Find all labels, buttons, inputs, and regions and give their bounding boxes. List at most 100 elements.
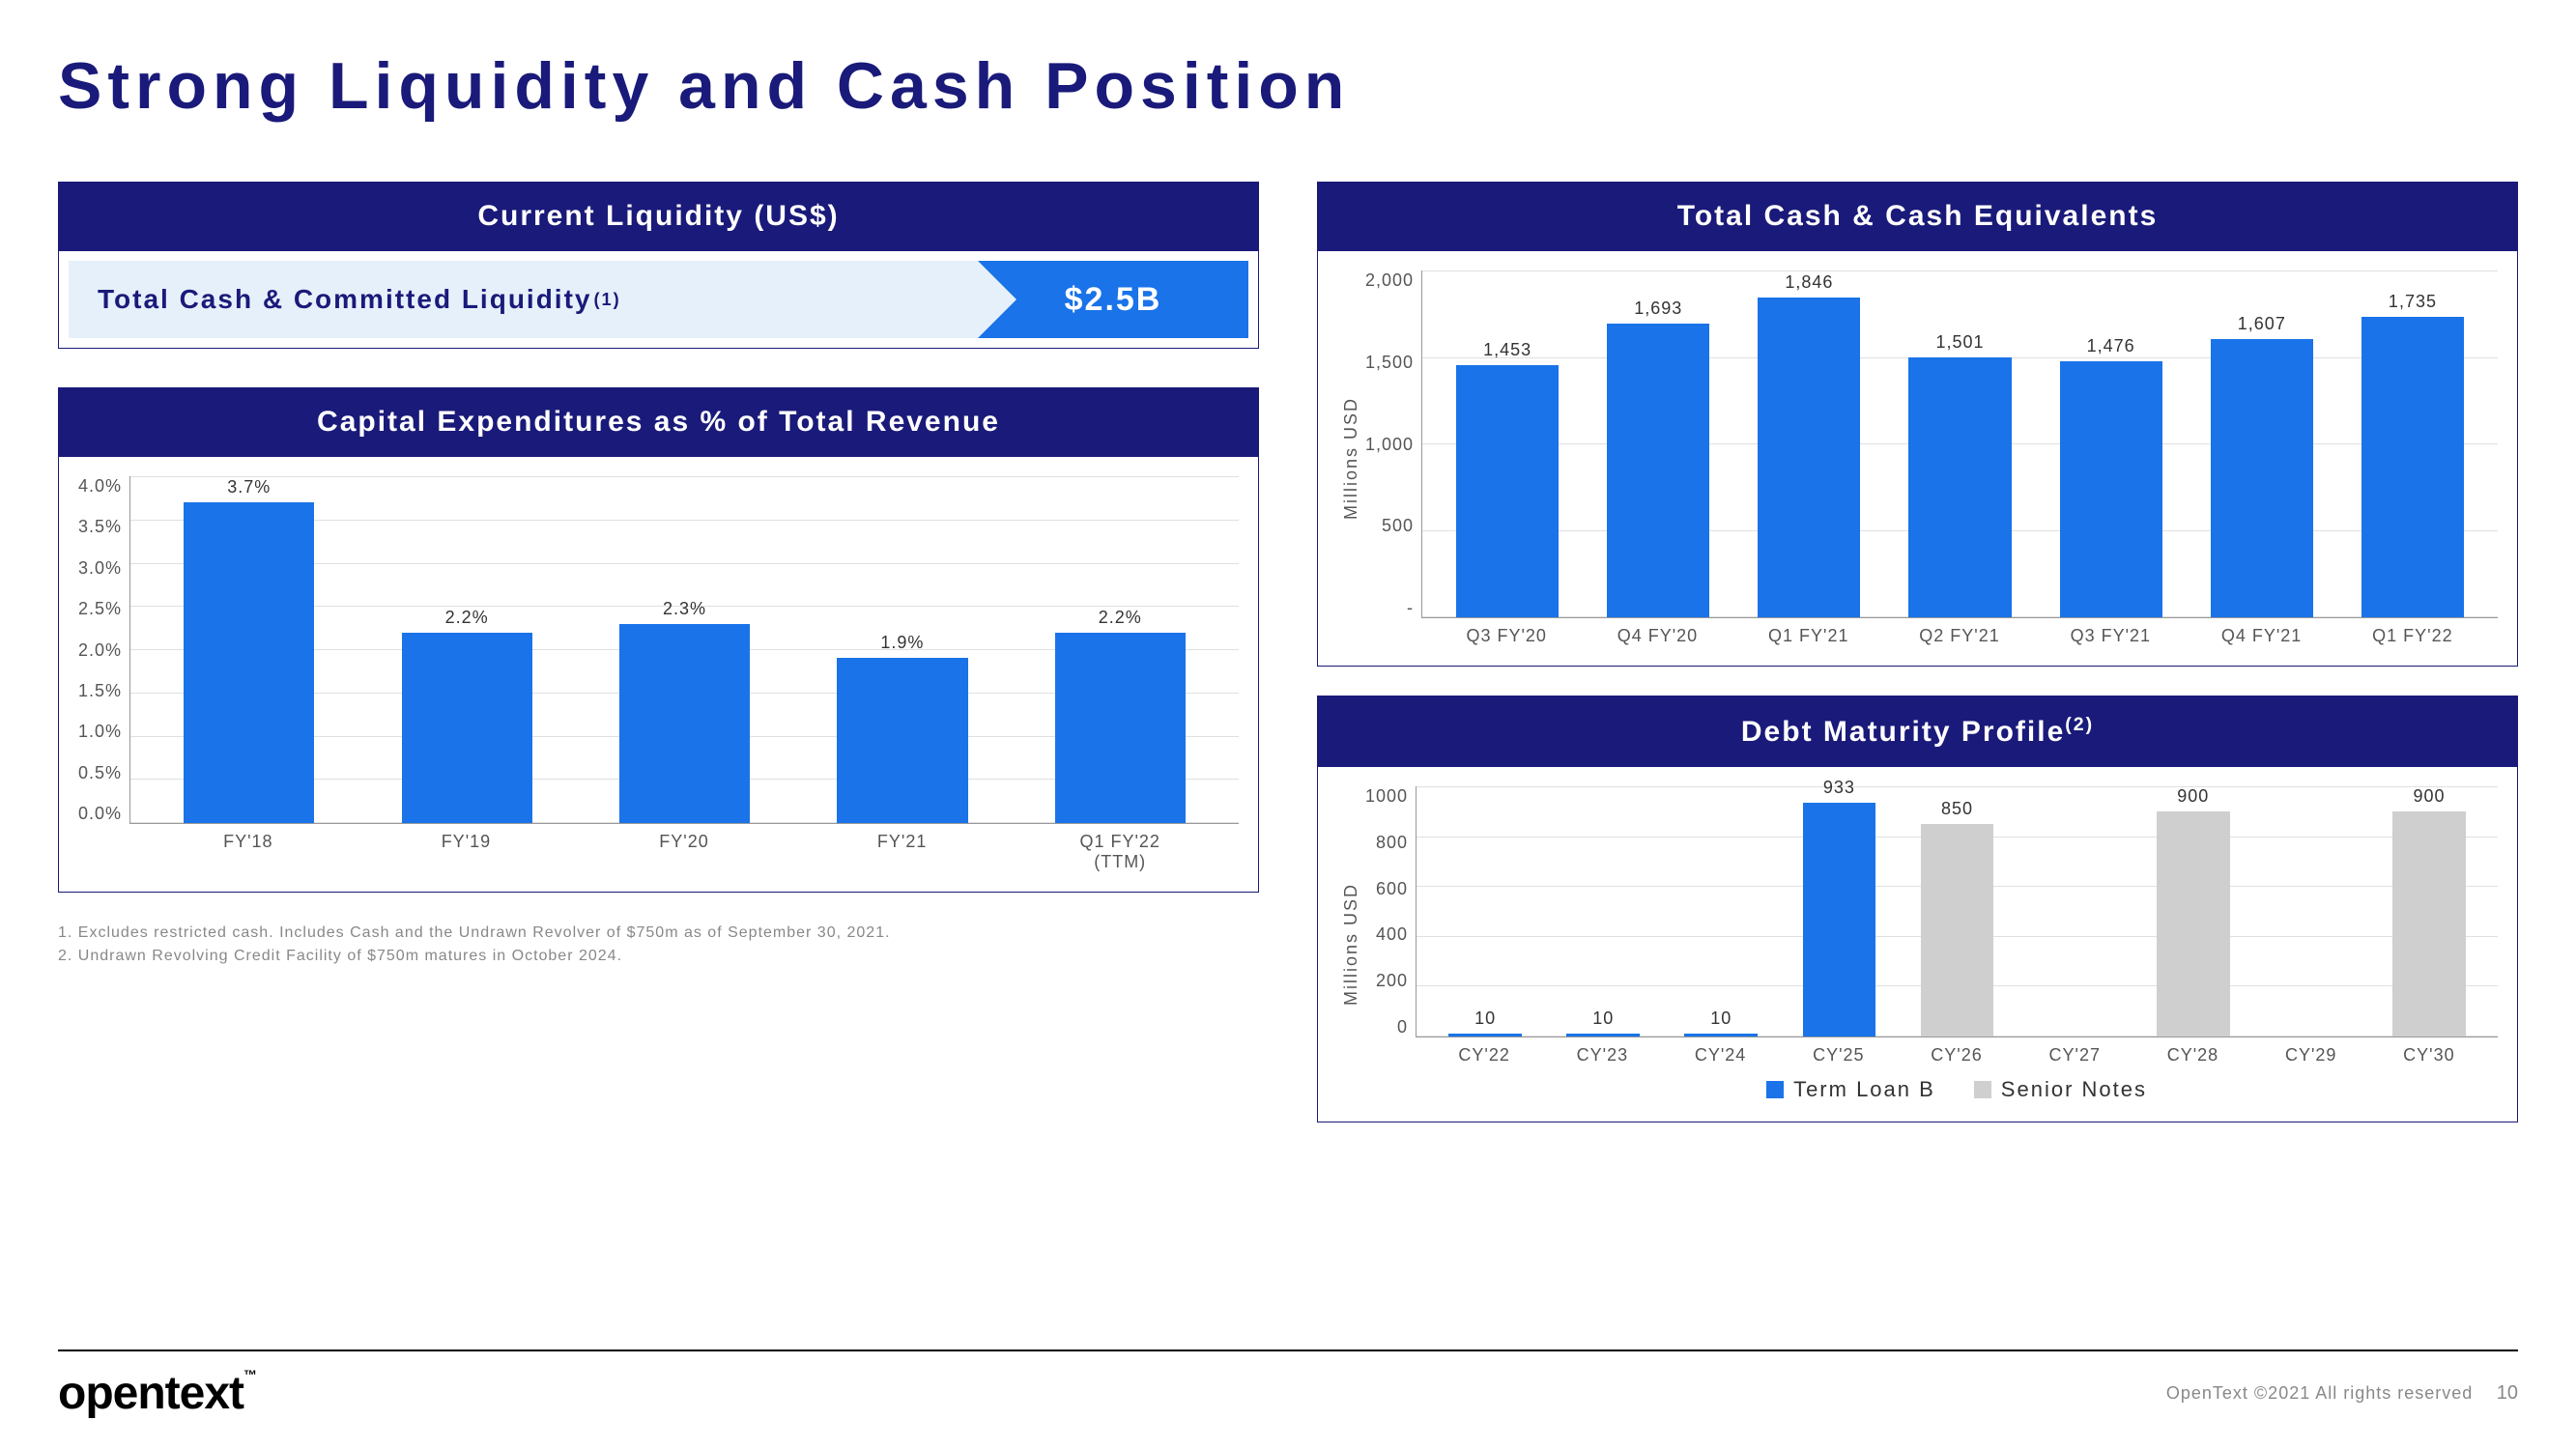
xtick-label: Q4 FY'21 bbox=[2186, 626, 2336, 646]
bar: 1,846 bbox=[1758, 298, 1860, 617]
cash-plot: 1,4531,6931,8461,5011,4761,6071,735 bbox=[1421, 270, 2498, 618]
bar-group: 1,476 bbox=[2036, 270, 2187, 617]
capex-yticks: 4.0%3.5%3.0%2.5%2.0%1.5%1.0%0.5%0.0% bbox=[78, 476, 129, 824]
debt-legend: Term Loan BSenior Notes bbox=[1416, 1077, 2498, 1102]
bar-group: 10 bbox=[1662, 786, 1780, 1037]
xtick-label: Q3 FY'20 bbox=[1431, 626, 1582, 646]
bar-group: 1,607 bbox=[2187, 270, 2337, 617]
bar: 10 bbox=[1684, 1034, 1758, 1037]
bar: 2.2% bbox=[402, 633, 532, 823]
xtick-label: Q4 FY'20 bbox=[1582, 626, 1732, 646]
bar: 1.9% bbox=[837, 658, 967, 823]
bar-value-label: 1,846 bbox=[1785, 272, 1833, 293]
debt-yticks: 10008006004002000 bbox=[1365, 786, 1416, 1037]
bar: 1,735 bbox=[2361, 317, 2464, 617]
cash-yticks: 2,0001,5001,000500- bbox=[1365, 270, 1421, 618]
bar-group: 1,846 bbox=[1733, 270, 1884, 617]
bar-group: 1.9% bbox=[793, 476, 1011, 823]
ytick-label: 3.5% bbox=[78, 517, 122, 537]
legend-label: Senior Notes bbox=[2001, 1077, 2147, 1102]
capex-header: Capital Expenditures as % of Total Reven… bbox=[58, 387, 1259, 457]
debt-header-text: Debt Maturity Profile bbox=[1741, 716, 2065, 748]
ytick-label: 400 bbox=[1365, 924, 1408, 945]
xtick-label: CY'23 bbox=[1543, 1045, 1661, 1065]
page-number: 10 bbox=[2497, 1382, 2518, 1404]
ytick-label: 200 bbox=[1365, 971, 1408, 991]
cash-body: Millions USD 2,0001,5001,000500- 1,4531,… bbox=[1317, 251, 2518, 667]
bar-group: 933 bbox=[1780, 786, 1898, 1037]
debt-xticks: CY'22CY'23CY'24CY'25CY'26CY'27CY'28CY'29… bbox=[1416, 1037, 2498, 1065]
ytick-label: 600 bbox=[1365, 879, 1408, 899]
bar-value-label: 2.3% bbox=[663, 599, 706, 619]
bar-group: 2.2% bbox=[1012, 476, 1229, 823]
bar-value-label: 850 bbox=[1941, 799, 1973, 819]
ytick-label: 0.0% bbox=[78, 804, 122, 824]
cash-bars: 1,4531,6931,8461,5011,4761,6071,735 bbox=[1422, 270, 2498, 617]
xtick-label: CY'26 bbox=[1898, 1045, 2016, 1065]
xtick-label: CY'29 bbox=[2252, 1045, 2370, 1065]
xtick-label: CY'22 bbox=[1425, 1045, 1543, 1065]
xtick-label: Q3 FY'21 bbox=[2035, 626, 2186, 646]
bar-value-label: 2.2% bbox=[445, 608, 489, 628]
capex-body: 4.0%3.5%3.0%2.5%2.0%1.5%1.0%0.5%0.0% 3.7… bbox=[58, 457, 1259, 893]
bar: 900 bbox=[2392, 811, 2466, 1037]
xtick-label: FY'18 bbox=[139, 832, 358, 872]
ytick-label: 500 bbox=[1365, 516, 1414, 536]
cash-xticks: Q3 FY'20Q4 FY'20Q1 FY'21Q2 FY'21Q3 FY'21… bbox=[1421, 618, 2498, 646]
bar-value-label: 10 bbox=[1592, 1009, 1614, 1029]
page-title: Strong Liquidity and Cash Position bbox=[58, 48, 2518, 124]
ytick-label: 3.0% bbox=[78, 558, 122, 579]
footnote: 2. Undrawn Revolving Credit Facility of … bbox=[58, 945, 1259, 968]
bar: 1,501 bbox=[1908, 357, 2011, 617]
bar-value-label: 1,476 bbox=[2087, 336, 2135, 356]
cash-header: Total Cash & Cash Equivalents bbox=[1317, 182, 2518, 251]
debt-bars: 10 10 10 933 850 900 900 bbox=[1417, 786, 2498, 1037]
liquidity-header: Current Liquidity (US$) bbox=[58, 182, 1259, 251]
liquidity-label-sup: (1) bbox=[593, 290, 620, 310]
xtick-label: CY'27 bbox=[2016, 1045, 2133, 1065]
bar-group: 10 bbox=[1544, 786, 1662, 1037]
ytick-label: 0.5% bbox=[78, 763, 122, 783]
logo: opentext™ bbox=[58, 1367, 256, 1420]
bar: 900 bbox=[2157, 811, 2230, 1037]
debt-body: Millions USD 10008006004002000 101010933… bbox=[1317, 767, 2518, 1122]
bar-value-label: 933 bbox=[1823, 778, 1855, 798]
bar: 1,453 bbox=[1456, 365, 1559, 617]
cash-panel: Total Cash & Cash Equivalents Millions U… bbox=[1317, 182, 2518, 667]
capex-panel: Capital Expenditures as % of Total Reven… bbox=[58, 387, 1259, 893]
ytick-label: 1000 bbox=[1365, 786, 1408, 807]
capex-chart: 4.0%3.5%3.0%2.5%2.0%1.5%1.0%0.5%0.0% 3.7… bbox=[78, 476, 1239, 872]
debt-ylabel: Millions USD bbox=[1337, 786, 1365, 1102]
debt-chart: Millions USD 10008006004002000 101010933… bbox=[1337, 786, 2498, 1102]
bar: 1,476 bbox=[2060, 361, 2162, 617]
liquidity-label-text: Total Cash & Committed Liquidity bbox=[98, 284, 591, 315]
bar-group: 900 bbox=[2370, 786, 2488, 1037]
bar-group bbox=[2017, 786, 2134, 1037]
ytick-label: - bbox=[1365, 598, 1414, 618]
bar: 933 bbox=[1803, 803, 1876, 1037]
liquidity-body: Total Cash & Committed Liquidity (1) $2.… bbox=[58, 251, 1259, 349]
bar-value-label: 1.9% bbox=[880, 633, 924, 653]
legend-item: Senior Notes bbox=[1974, 1077, 2147, 1102]
xtick-label: FY'21 bbox=[793, 832, 1012, 872]
debt-plot: 10 10 10 933 850 900 900 bbox=[1416, 786, 2498, 1037]
logo-text: opentext bbox=[58, 1368, 243, 1419]
bar-value-label: 1,501 bbox=[1936, 332, 1985, 353]
footer-right: OpenText ©2021 All rights reserved 10 bbox=[2166, 1382, 2518, 1405]
legend-swatch bbox=[1974, 1081, 1991, 1098]
content-grid: Current Liquidity (US$) Total Cash & Com… bbox=[58, 182, 2518, 1122]
capex-xticks: FY'18FY'19FY'20FY'21Q1 FY'22 (TTM) bbox=[129, 824, 1239, 872]
footer: opentext™ OpenText ©2021 All rights rese… bbox=[58, 1350, 2518, 1420]
right-column: Total Cash & Cash Equivalents Millions U… bbox=[1317, 182, 2518, 1122]
bar-value-label: 3.7% bbox=[227, 477, 271, 497]
bar-value-label: 900 bbox=[2177, 786, 2209, 807]
bar: 850 bbox=[1921, 824, 1994, 1037]
cash-chart: Millions USD 2,0001,5001,000500- 1,4531,… bbox=[1337, 270, 2498, 646]
bar-group: 1,735 bbox=[2337, 270, 2488, 617]
xtick-label: Q2 FY'21 bbox=[1884, 626, 2035, 646]
bar-value-label: 10 bbox=[1474, 1009, 1496, 1029]
bar-group: 850 bbox=[1898, 786, 2016, 1037]
liquidity-row: Total Cash & Committed Liquidity (1) $2.… bbox=[69, 261, 1248, 338]
bar-value-label: 1,735 bbox=[2389, 292, 2437, 312]
xtick-label: CY'25 bbox=[1780, 1045, 1898, 1065]
